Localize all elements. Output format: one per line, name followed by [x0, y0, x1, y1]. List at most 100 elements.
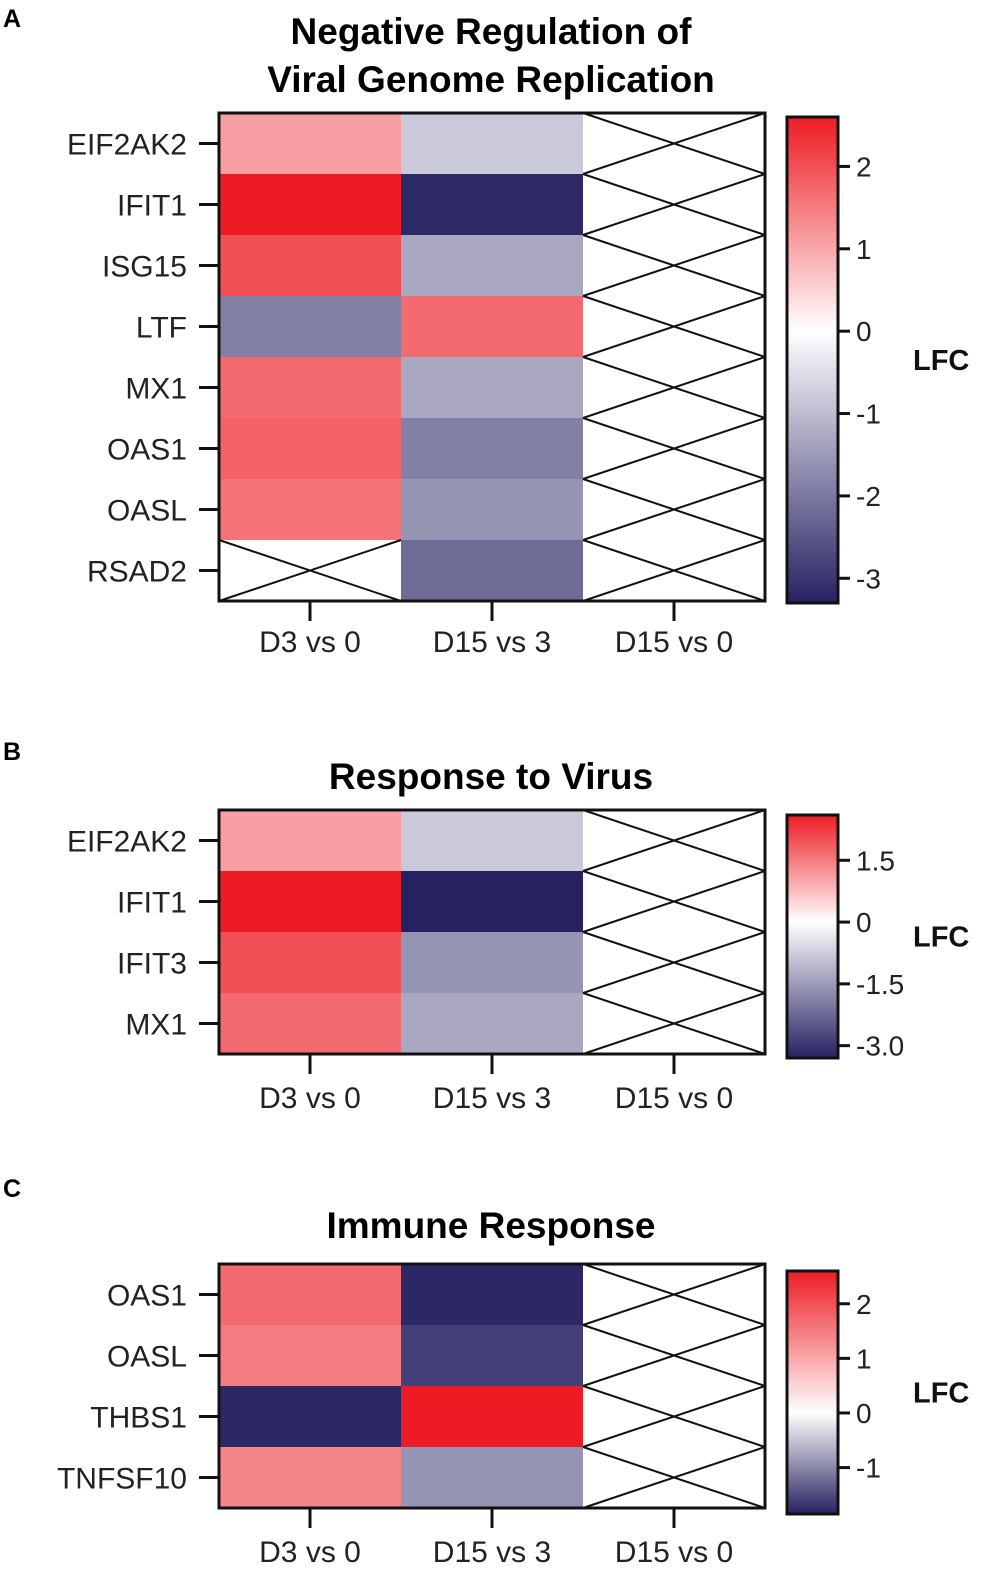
column-label: D15 vs 3	[433, 626, 551, 659]
missing-cross-line	[582, 1385, 766, 1448]
column-label: D15 vs 0	[615, 1536, 733, 1569]
row-label: IFIT1	[117, 887, 187, 920]
column-label: D15 vs 0	[615, 1082, 733, 1115]
row-label: LTF	[136, 312, 187, 345]
panel-letter: C	[3, 1175, 21, 1203]
row-label: TNFSF10	[57, 1463, 187, 1496]
colorbar-tick-label: 1.5	[856, 845, 895, 876]
heatmap-cell	[219, 932, 402, 994]
panel-letter: B	[3, 738, 21, 766]
row-label: OAS1	[107, 1280, 187, 1313]
column-label: D3 vs 0	[259, 1536, 361, 1569]
row-label: MX1	[125, 1009, 187, 1042]
colorbar	[785, 115, 840, 605]
column-label: D15 vs 3	[433, 1082, 551, 1115]
colorbar-tick-label: 1	[856, 234, 872, 265]
chart-title-line: Immune Response	[327, 1205, 656, 1246]
missing-cross-line	[582, 234, 766, 297]
missing-cross-line	[582, 356, 766, 419]
heatmap-cell	[401, 235, 584, 297]
missing-cross-line	[582, 112, 766, 175]
missing-cross-line	[582, 1324, 766, 1387]
missing-cross-line	[218, 539, 402, 602]
heatmap-cell	[401, 1264, 584, 1326]
heatmap-cell	[219, 810, 402, 872]
colorbar-tick-label: 2	[856, 1289, 872, 1320]
chart-title-line: Viral Genome Replication	[267, 59, 715, 100]
row-label: ISG15	[102, 251, 187, 284]
column-label: D15 vs 3	[433, 1536, 551, 1569]
row-label: MX1	[125, 373, 187, 406]
colorbar-title: LFC	[913, 922, 969, 954]
row-label: IFIT1	[117, 190, 187, 223]
heatmap-cell	[401, 810, 584, 872]
colorbar-tick-label: 0	[856, 316, 872, 347]
row-label: OAS1	[107, 434, 187, 467]
heatmap-cell	[219, 1325, 402, 1387]
missing-cross-line	[582, 931, 766, 994]
heatmap-cell	[219, 479, 402, 541]
colorbar-tick-label: 0	[856, 907, 872, 938]
heatmap-cell	[401, 932, 584, 994]
heatmap-cell	[401, 296, 584, 358]
colorbar-tick-label: -1	[856, 1453, 881, 1484]
heatmap-cell	[401, 174, 584, 236]
heatmap-cell	[219, 1264, 402, 1326]
heatmap-cell	[401, 357, 584, 419]
chart-title-line: Response to Virus	[329, 756, 653, 797]
colorbar-tick-label: 0	[856, 1398, 872, 1429]
colorbar-tick-label: -1.5	[856, 969, 904, 1000]
missing-cross-line	[582, 1263, 766, 1326]
row-label: OASL	[107, 1341, 187, 1374]
missing-cross-line	[582, 809, 766, 872]
panel-letter: A	[3, 5, 21, 33]
colorbar-tick-label: -3	[856, 563, 881, 594]
colorbar-title: LFC	[913, 345, 969, 377]
heatmap-cell	[401, 540, 584, 602]
missing-cross-line	[582, 870, 766, 933]
colorbar-tick-label: 1	[856, 1343, 872, 1374]
row-label: THBS1	[90, 1402, 187, 1435]
colorbar-tick-label: -3.0	[856, 1031, 904, 1062]
heatmap-cell	[219, 113, 402, 175]
missing-cross-line	[582, 992, 766, 1055]
heatmap-cell	[401, 993, 584, 1055]
heatmap-cell	[401, 113, 584, 175]
heatmap-cell	[219, 1386, 402, 1448]
missing-cross-line	[582, 173, 766, 236]
heatmap-cell	[401, 418, 584, 480]
heatmap-cell	[401, 1447, 584, 1509]
colorbar	[785, 1269, 840, 1516]
row-label: EIF2AK2	[67, 826, 187, 859]
heatmap-cell	[219, 1447, 402, 1509]
heatmap-cell	[219, 296, 402, 358]
heatmap-cell	[219, 235, 402, 297]
row-label: RSAD2	[87, 556, 187, 589]
panel-c: C Immune Response OAS1 OASL THBS1 TNFSF10 D3 v…	[3, 1175, 969, 1569]
colorbar-title: LFC	[913, 1378, 969, 1410]
colorbar-tick-label: -1	[856, 399, 881, 430]
heatmap-cell	[219, 174, 402, 236]
row-label: EIF2AK2	[67, 129, 187, 162]
column-label: D15 vs 0	[615, 626, 733, 659]
heatmap-cell	[219, 993, 402, 1055]
heatmap-cell	[219, 418, 402, 480]
colorbar-tick-label: 2	[856, 151, 872, 182]
chart-title-line: Negative Regulation of	[291, 11, 693, 52]
missing-cross-line	[582, 1446, 766, 1509]
missing-cross-line	[582, 417, 766, 480]
heatmap-cell	[401, 479, 584, 541]
row-label: OASL	[107, 495, 187, 528]
heatmap-cell	[219, 871, 402, 933]
colorbar	[785, 813, 840, 1060]
column-label: D3 vs 0	[259, 1082, 361, 1115]
row-label: IFIT3	[117, 948, 187, 981]
heatmap-cell	[401, 1386, 584, 1448]
missing-cross-line	[582, 539, 766, 602]
colorbar-tick-label: -2	[856, 481, 881, 512]
missing-cross-line	[582, 478, 766, 541]
heatmap-cell	[401, 1325, 584, 1387]
heatmap-cell	[401, 871, 584, 933]
column-label: D3 vs 0	[259, 626, 361, 659]
